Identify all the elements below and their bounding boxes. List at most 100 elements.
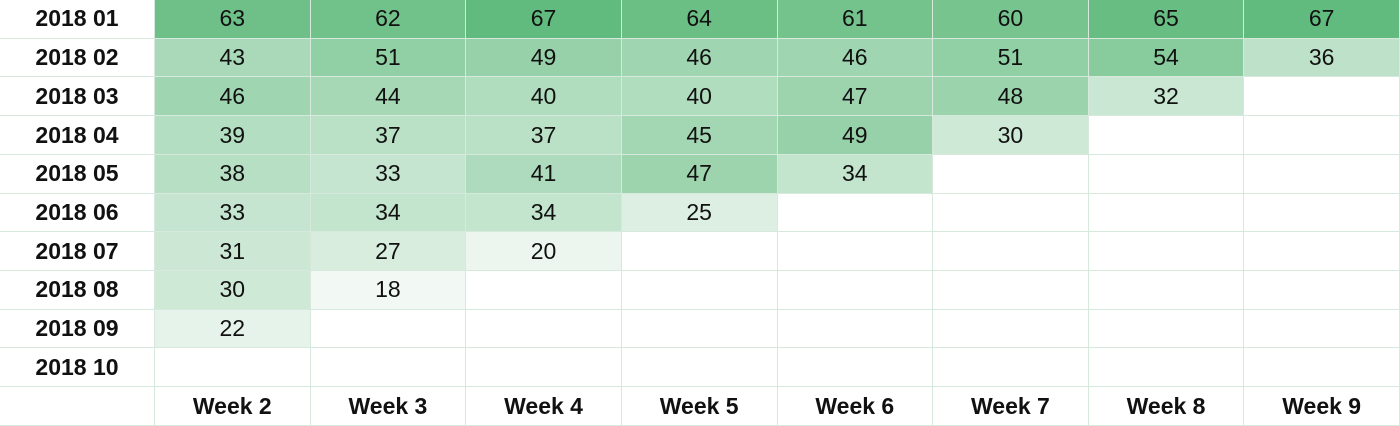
- table-cell: [621, 232, 778, 272]
- table-cell: 61: [777, 0, 934, 39]
- table-cell: 45: [621, 116, 778, 155]
- table-cell: 34: [466, 193, 622, 233]
- table-cell: [466, 348, 622, 388]
- table-cell: [310, 348, 467, 388]
- table-cell: 34: [777, 154, 934, 194]
- table-cell: [466, 309, 622, 349]
- table-cell: [466, 271, 622, 310]
- row-label: 2018 10: [0, 348, 155, 388]
- table-cell: 22: [155, 309, 311, 349]
- table-cell: 67: [466, 0, 622, 39]
- table-cell: [777, 193, 934, 233]
- row-label: 2018 03: [0, 77, 155, 117]
- table-cell: 62: [310, 0, 467, 39]
- table-cell: [1088, 193, 1245, 233]
- table-cell: [1244, 154, 1400, 194]
- table-cell: [1244, 232, 1400, 272]
- table-cell: 33: [155, 193, 311, 233]
- table-cell: [1244, 348, 1400, 388]
- column-header: Week 9: [1244, 387, 1400, 426]
- table-cell: 46: [621, 38, 778, 78]
- column-header: Week 8: [1088, 387, 1245, 426]
- column-header: Week 2: [155, 387, 311, 426]
- table-cell: 25: [621, 193, 778, 233]
- row-label: 2018 08: [0, 271, 155, 310]
- row-label: 2018 06: [0, 193, 155, 233]
- table-cell: 51: [933, 38, 1089, 78]
- table-cell: 40: [466, 77, 622, 117]
- table-cell: [933, 154, 1089, 194]
- table-cell: 60: [933, 0, 1089, 39]
- corner-cell: [0, 387, 155, 426]
- table-cell: [1244, 77, 1400, 117]
- table-cell: 49: [777, 116, 934, 155]
- table-cell: [1088, 232, 1245, 272]
- table-cell: 46: [155, 77, 311, 117]
- table-cell: [621, 348, 778, 388]
- table-cell: 40: [621, 77, 778, 117]
- column-header: Week 4: [466, 387, 622, 426]
- table-cell: [777, 348, 934, 388]
- row-label: 2018 09: [0, 309, 155, 349]
- table-cell: [1088, 348, 1245, 388]
- table-cell: 43: [155, 38, 311, 78]
- table-cell: 18: [310, 271, 467, 310]
- table-cell: [933, 193, 1089, 233]
- table-cell: 20: [466, 232, 622, 272]
- table-cell: 65: [1088, 0, 1245, 39]
- column-header: Week 6: [777, 387, 934, 426]
- table-cell: 31: [155, 232, 311, 272]
- table-cell: 37: [310, 116, 467, 155]
- table-cell: [1244, 116, 1400, 155]
- row-label: 2018 01: [0, 0, 155, 39]
- table-cell: 67: [1244, 0, 1400, 39]
- row-label: 2018 05: [0, 154, 155, 194]
- row-label: 2018 02: [0, 38, 155, 78]
- row-label: 2018 04: [0, 116, 155, 155]
- table-cell: [1088, 116, 1245, 155]
- table-cell: 38: [155, 154, 311, 194]
- table-cell: 30: [155, 271, 311, 310]
- table-cell: 47: [777, 77, 934, 117]
- table-cell: [933, 271, 1089, 310]
- table-cell: [621, 309, 778, 349]
- table-cell: 46: [777, 38, 934, 78]
- column-header: Week 5: [621, 387, 778, 426]
- table-cell: [933, 232, 1089, 272]
- table-cell: 33: [310, 154, 467, 194]
- table-cell: [777, 309, 934, 349]
- table-cell: [310, 309, 467, 349]
- table-cell: [777, 271, 934, 310]
- table-cell: 37: [466, 116, 622, 155]
- table-cell: 27: [310, 232, 467, 272]
- table-cell: 63: [155, 0, 311, 39]
- table-cell: 54: [1088, 38, 1245, 78]
- table-cell: 64: [621, 0, 778, 39]
- table-cell: [933, 348, 1089, 388]
- table-cell: 44: [310, 77, 467, 117]
- table-cell: [933, 309, 1089, 349]
- table-cell: [1244, 309, 1400, 349]
- table-cell: 48: [933, 77, 1089, 117]
- table-cell: 39: [155, 116, 311, 155]
- table-cell: [1088, 309, 1245, 349]
- table-cell: 49: [466, 38, 622, 78]
- table-cell: 36: [1244, 38, 1400, 78]
- table-cell: [1088, 154, 1245, 194]
- column-header: Week 3: [310, 387, 467, 426]
- table-cell: 30: [933, 116, 1089, 155]
- column-header: Week 7: [933, 387, 1089, 426]
- table-cell: [155, 348, 311, 388]
- table-cell: 34: [310, 193, 467, 233]
- table-cell: [777, 232, 934, 272]
- table-cell: [621, 271, 778, 310]
- table-cell: 47: [621, 154, 778, 194]
- table-cell: [1244, 193, 1400, 233]
- table-cell: 32: [1088, 77, 1245, 117]
- table-cell: 51: [310, 38, 467, 78]
- table-cell: [1088, 271, 1245, 310]
- table-cell: [1244, 271, 1400, 310]
- table-cell: 41: [466, 154, 622, 194]
- row-label: 2018 07: [0, 232, 155, 272]
